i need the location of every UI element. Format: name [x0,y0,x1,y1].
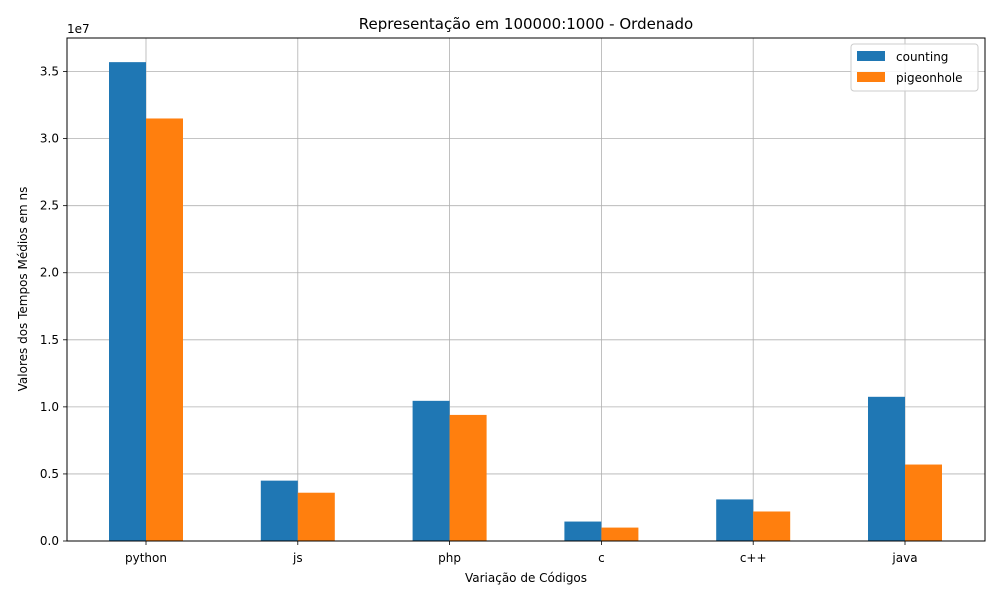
bars [109,62,942,541]
bar-pigeonhole-js [297,492,335,541]
y-tick-label: 2.5 [40,199,59,213]
y-tick-label: 1.0 [40,400,59,414]
legend-label-pigeonhole: pigeonhole [896,71,963,85]
x-tick-label: js [292,551,303,565]
bar-counting-c [564,521,602,541]
y-tick-label: 3.0 [40,132,59,146]
legend-swatch-counting [857,51,885,61]
legend: counting pigeonhole [850,43,979,92]
y-tick-label: 0.0 [40,534,59,548]
y-tick-label: 2.0 [40,266,59,280]
bar-counting-c++ [716,499,754,541]
bar-counting-php [412,400,450,541]
bar-pigeonhole-c [601,527,639,541]
bar-counting-java [868,396,905,541]
y-tick-label: 0.5 [40,467,59,481]
bar-counting-python [109,62,146,541]
x-tick-label: c++ [740,551,767,565]
legend-swatch-pigeonhole [857,72,885,82]
bar-pigeonhole-python [146,118,183,541]
y-axis-multiplier: 1e7 [67,22,90,36]
x-tick-label: python [125,551,167,565]
x-tick-label: c [598,551,605,565]
legend-label-counting: counting [896,50,948,64]
y-tick-label: 3.5 [40,65,59,79]
x-tick-label: java [891,551,917,565]
y-tick-label: 1.5 [40,333,59,347]
x-tick-label: php [438,551,461,565]
bar-pigeonhole-c++ [753,511,791,541]
bar-pigeonhole-php [449,414,487,541]
bar-pigeonhole-java [905,464,942,541]
axes-frame [66,37,986,542]
ticks: 0.0 0.5 1.0 1.5 2.0 2.5 3.0 3.5 python js php c c++ j… [40,65,918,565]
grid [67,38,985,542]
bar-counting-js [260,480,298,541]
x-axis-label: Variação de Códigos [465,571,587,585]
y-axis-label: Valores dos Tempos Médios em ns [16,187,30,392]
chart-title: Representação em 100000:1000 - Ordenado [359,15,693,33]
